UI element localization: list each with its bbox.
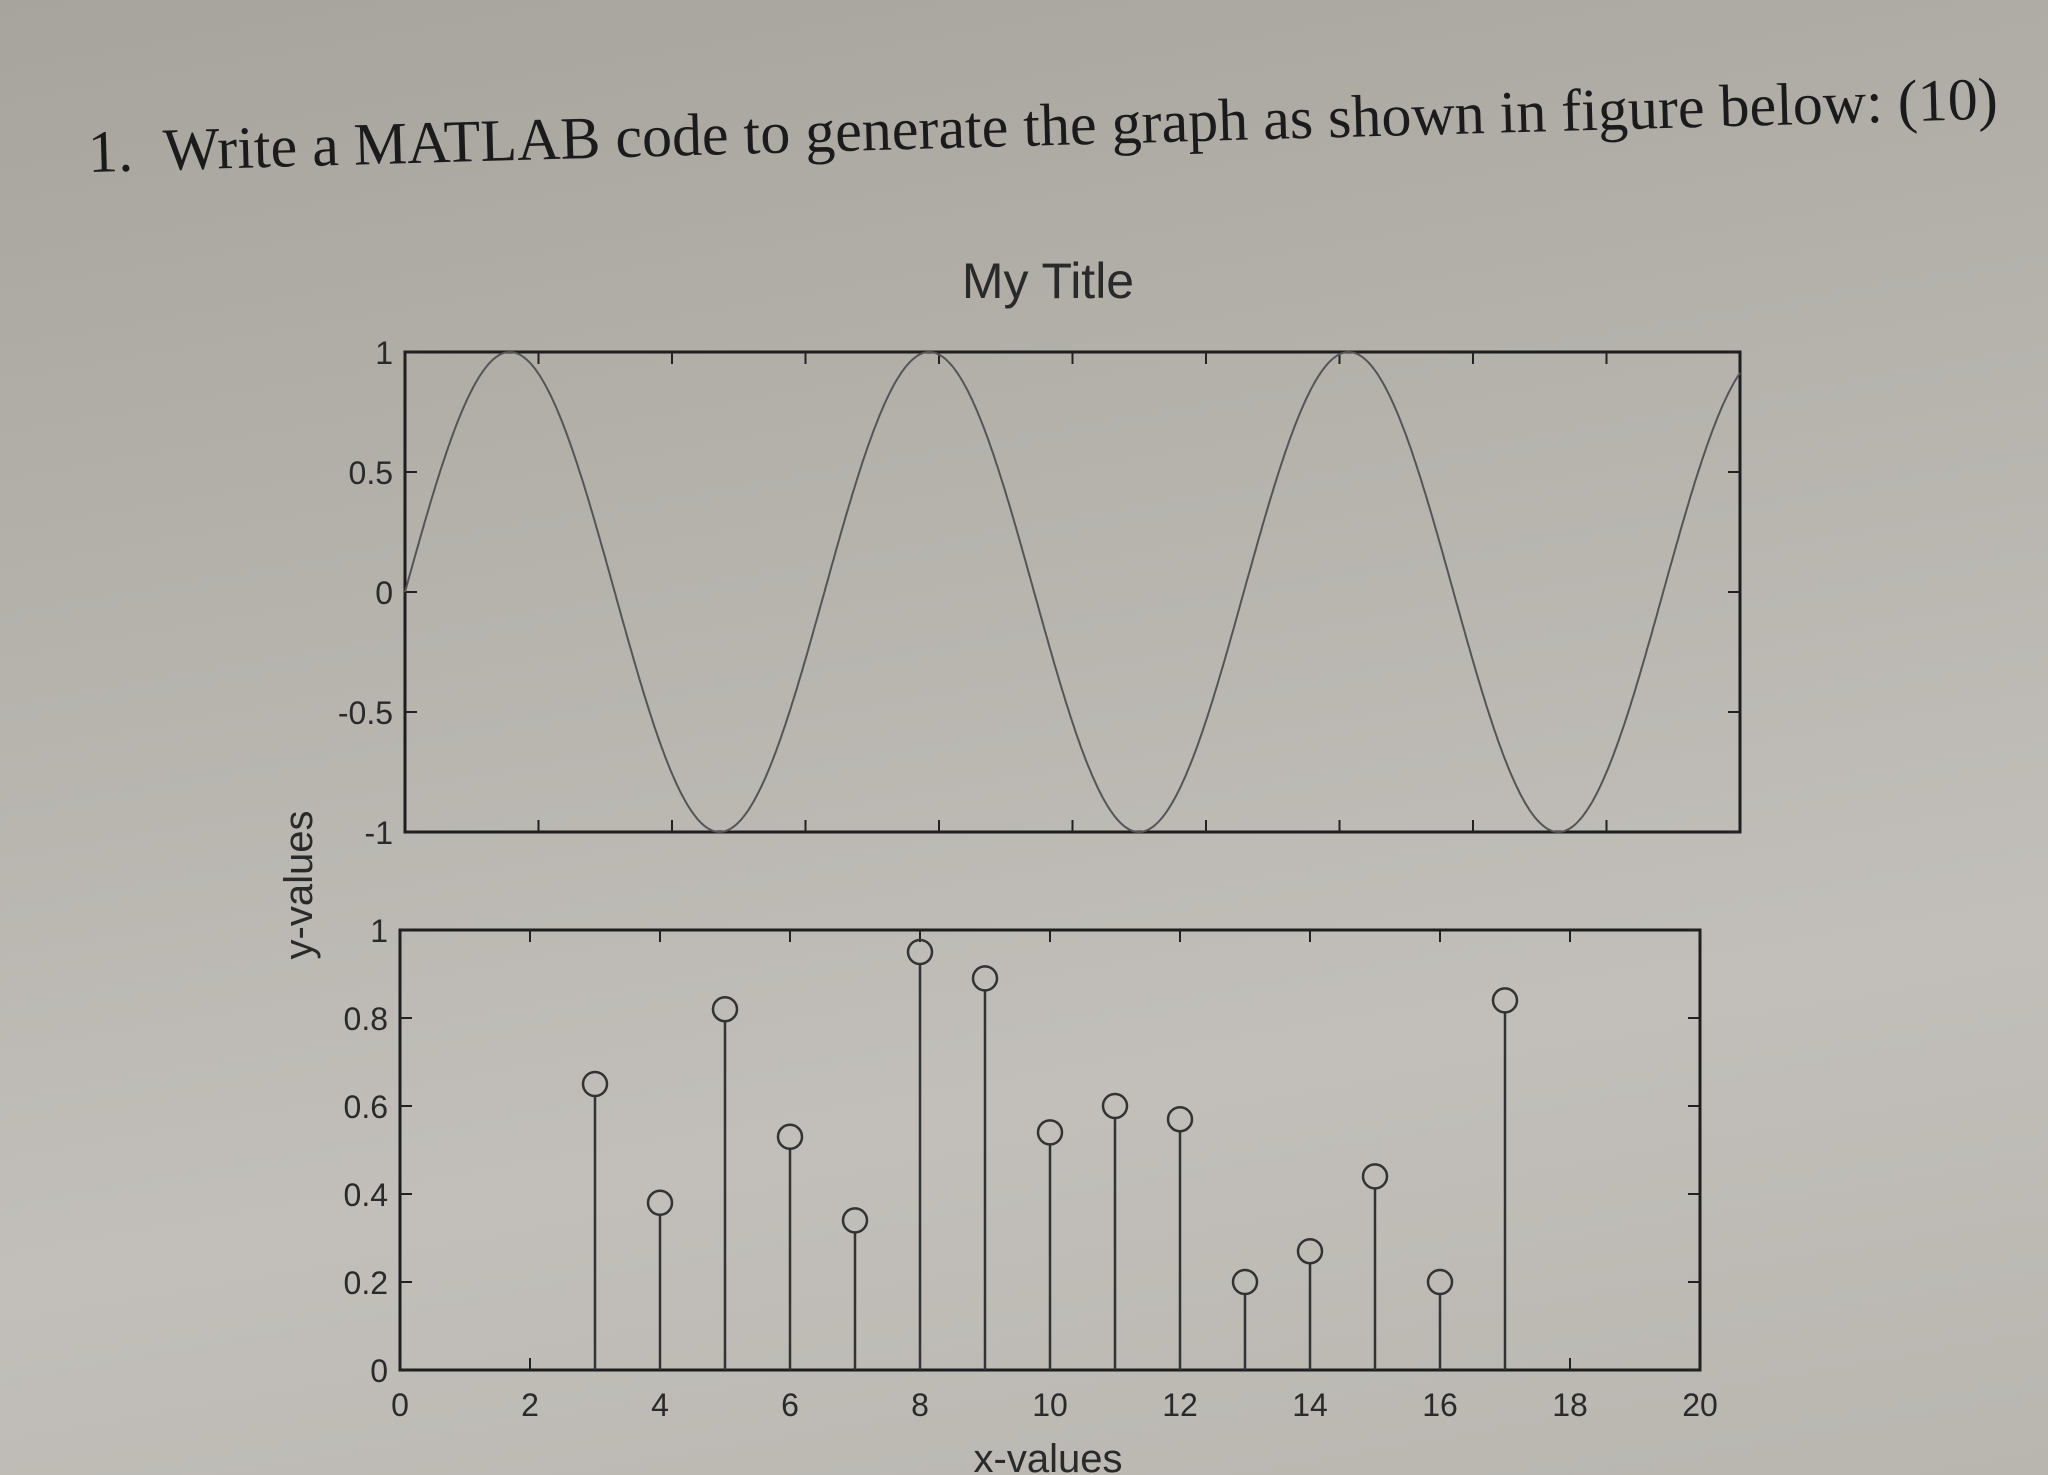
bottom-x-tick-label: 12	[1162, 1387, 1198, 1423]
bottom-y-tick-label: 0.6	[344, 1089, 388, 1125]
bottom-y-tick-label: 1	[370, 913, 388, 949]
top-axes-box	[403, 350, 1742, 834]
bottom-y-tick-label: 0.2	[344, 1265, 388, 1301]
bottom-x-tick-label: 20	[1682, 1387, 1718, 1423]
bottom-x-tick-label: 18	[1552, 1387, 1588, 1423]
bottom-y-tick-label: 0	[370, 1353, 388, 1389]
bottom-x-tick-label: 0	[391, 1387, 409, 1423]
bottom-x-tick-label: 10	[1032, 1387, 1068, 1423]
stem-marker	[1036, 1119, 1064, 1146]
x-axis-label: x-values	[974, 1437, 1123, 1475]
top-y-tick-label: 1	[375, 335, 393, 371]
top-y-tick-label: 0	[375, 575, 393, 611]
stem-marker	[646, 1189, 674, 1217]
chart-title: My Title	[962, 253, 1134, 309]
stem-marker	[1101, 1092, 1129, 1120]
bottom-x-tick-label: 16	[1422, 1387, 1458, 1423]
sine-curve	[404, 350, 1741, 834]
top-y-tick-label: -1	[365, 815, 393, 851]
stem-subplot: 1 0.8 0.6 0.4 0.2 0 0 2 4 6 8 10 12 14 16 18 20	[344, 913, 1718, 1423]
bottom-x-tick-label: 6	[781, 1387, 799, 1423]
stem-marker	[1231, 1268, 1259, 1296]
bottom-x-tick-label: 4	[651, 1387, 669, 1423]
bottom-x-tick-label: 14	[1292, 1387, 1328, 1423]
sine-subplot: 1 0.5 0 -0.5 -1	[338, 335, 1742, 851]
bottom-y-tick-label: 0.8	[344, 1001, 388, 1037]
stem-marker	[1296, 1237, 1324, 1265]
stem-marker	[1491, 987, 1519, 1014]
stem-marker	[906, 938, 934, 966]
stem-marker	[1361, 1163, 1389, 1190]
top-y-tick-label: 0.5	[349, 455, 393, 491]
stem-marker	[1166, 1105, 1194, 1133]
stem-marker	[971, 965, 999, 992]
y-axis-label: y-values	[277, 811, 321, 960]
bottom-y-tick-label: 0.4	[344, 1177, 388, 1213]
stem-marker	[776, 1123, 804, 1151]
stem-marker	[581, 1070, 609, 1098]
top-y-tick-label: -0.5	[338, 695, 393, 731]
stem-marker	[711, 995, 739, 1023]
stem-marker	[841, 1207, 869, 1234]
bottom-x-tick-label: 2	[521, 1387, 539, 1423]
bottom-x-tick-label: 8	[911, 1387, 929, 1423]
stem-marker	[1426, 1268, 1454, 1296]
